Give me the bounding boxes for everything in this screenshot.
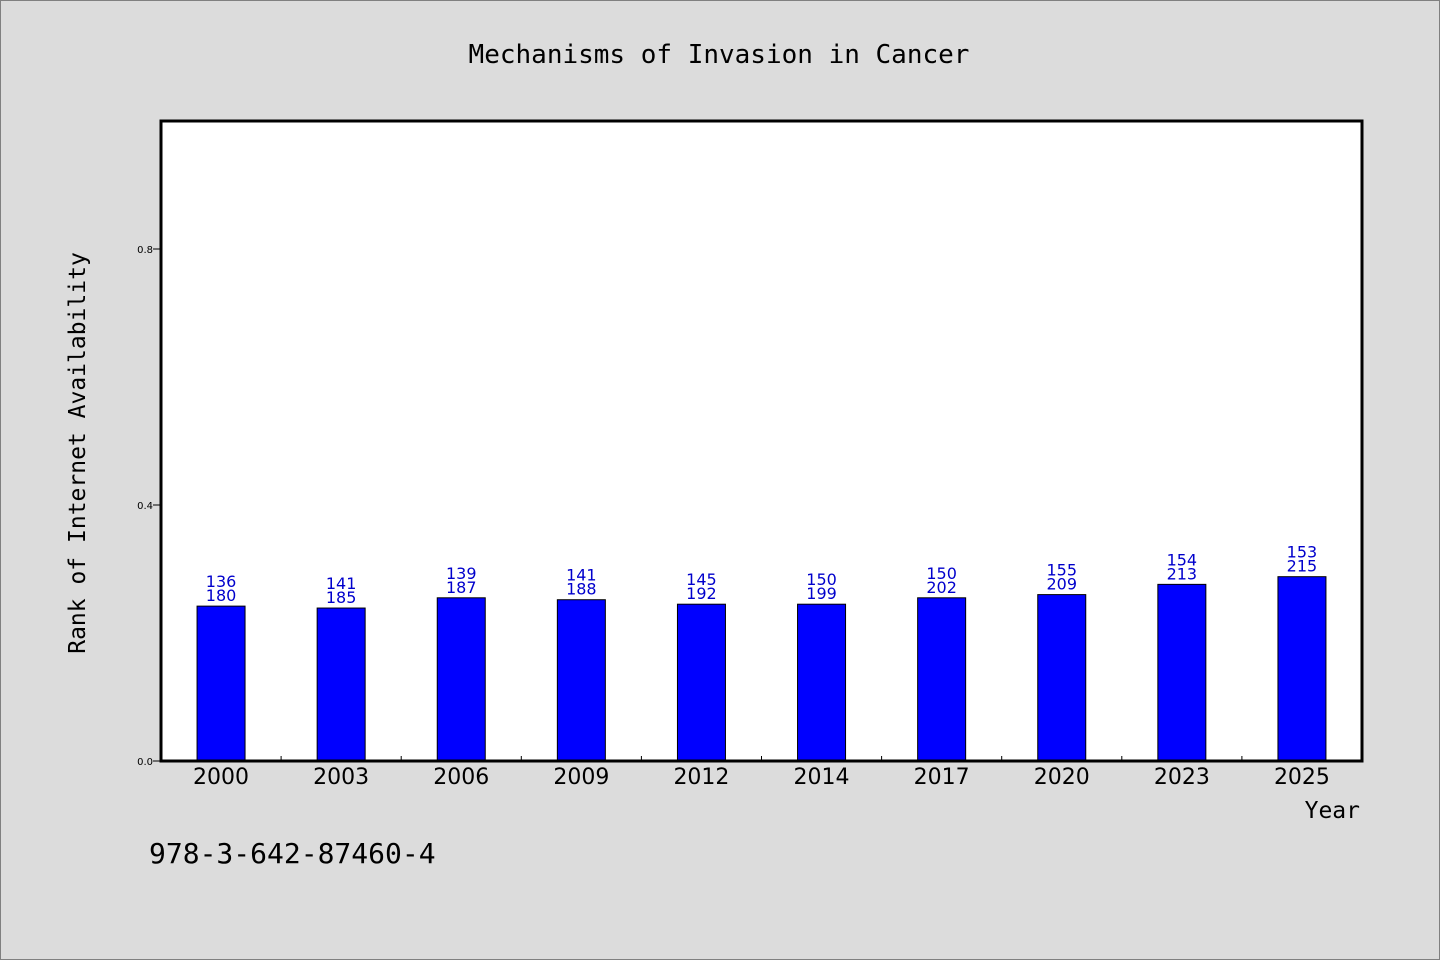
bar-2012: [676, 603, 726, 762]
bar-label-bottom: 188: [566, 580, 597, 599]
bar-label-bottom: 185: [326, 588, 357, 607]
x-tick-label: 2020: [1034, 765, 1090, 790]
bar-label-top: 150: [926, 564, 957, 583]
x-tick-label: 2006: [433, 765, 489, 790]
bar-label-top: 139: [446, 564, 477, 583]
bar-label-bottom: 180: [206, 586, 237, 605]
bar-label-bottom: 199: [806, 584, 837, 603]
bar-2003: [316, 607, 366, 762]
bar-label-bottom: 209: [1046, 575, 1077, 594]
bar-label-top: 153: [1287, 543, 1318, 562]
plot-frame: [159, 119, 1364, 763]
x-tick-label: 2014: [794, 765, 850, 790]
bar-2020: [1037, 594, 1087, 762]
bar-label-bottom: 202: [926, 578, 957, 597]
bar-2009: [556, 599, 606, 762]
bar-label-top: 155: [1046, 561, 1077, 580]
y-axis: 0.0 0.4 0.8: [137, 245, 161, 768]
chart-title: Mechanisms of Invasion in Cancer: [469, 40, 970, 70]
bars-group: [196, 576, 1327, 762]
x-tick-label: 2017: [914, 765, 970, 790]
bar-label-top: 150: [806, 570, 837, 589]
bar-label-top: 154: [1167, 550, 1198, 569]
x-axis-title: Year: [1305, 798, 1360, 824]
bar-label-top: 145: [686, 570, 717, 589]
x-tick-label: 2003: [313, 765, 369, 790]
bar-2025: [1277, 576, 1327, 762]
bar-label-bottom: 213: [1167, 564, 1198, 583]
y-tick-label: 0.8: [137, 245, 153, 256]
isbn-footnote: 978-3-642-87460-4: [149, 837, 436, 870]
x-tick-label: 2000: [193, 765, 249, 790]
bar-label-top: 136: [206, 572, 237, 591]
bar-2014: [797, 603, 847, 762]
x-tick-label: 2012: [673, 765, 729, 790]
bar-label-bottom: 187: [446, 578, 477, 597]
bar-label-bottom: 215: [1287, 557, 1318, 576]
bar-2006: [436, 597, 486, 762]
bar-label-top: 141: [326, 574, 357, 593]
bar-label-top: 141: [566, 566, 597, 585]
bar-label-bottom: 192: [686, 584, 717, 603]
x-tick-label: 2023: [1154, 765, 1210, 790]
x-axis: 2000 2003 2006 2009 2012 2014 2017 2020 2023 2025: [193, 756, 1330, 790]
bar-2017: [917, 597, 967, 762]
y-tick-label: 0.0: [137, 757, 153, 768]
bar-2000: [196, 605, 246, 762]
y-axis-title: Rank of Internet Availability: [65, 252, 91, 654]
x-tick-label: 2025: [1274, 765, 1330, 790]
x-tick-label: 2009: [553, 765, 609, 790]
bar-2023: [1157, 583, 1207, 762]
y-tick-label: 0.4: [137, 501, 153, 512]
